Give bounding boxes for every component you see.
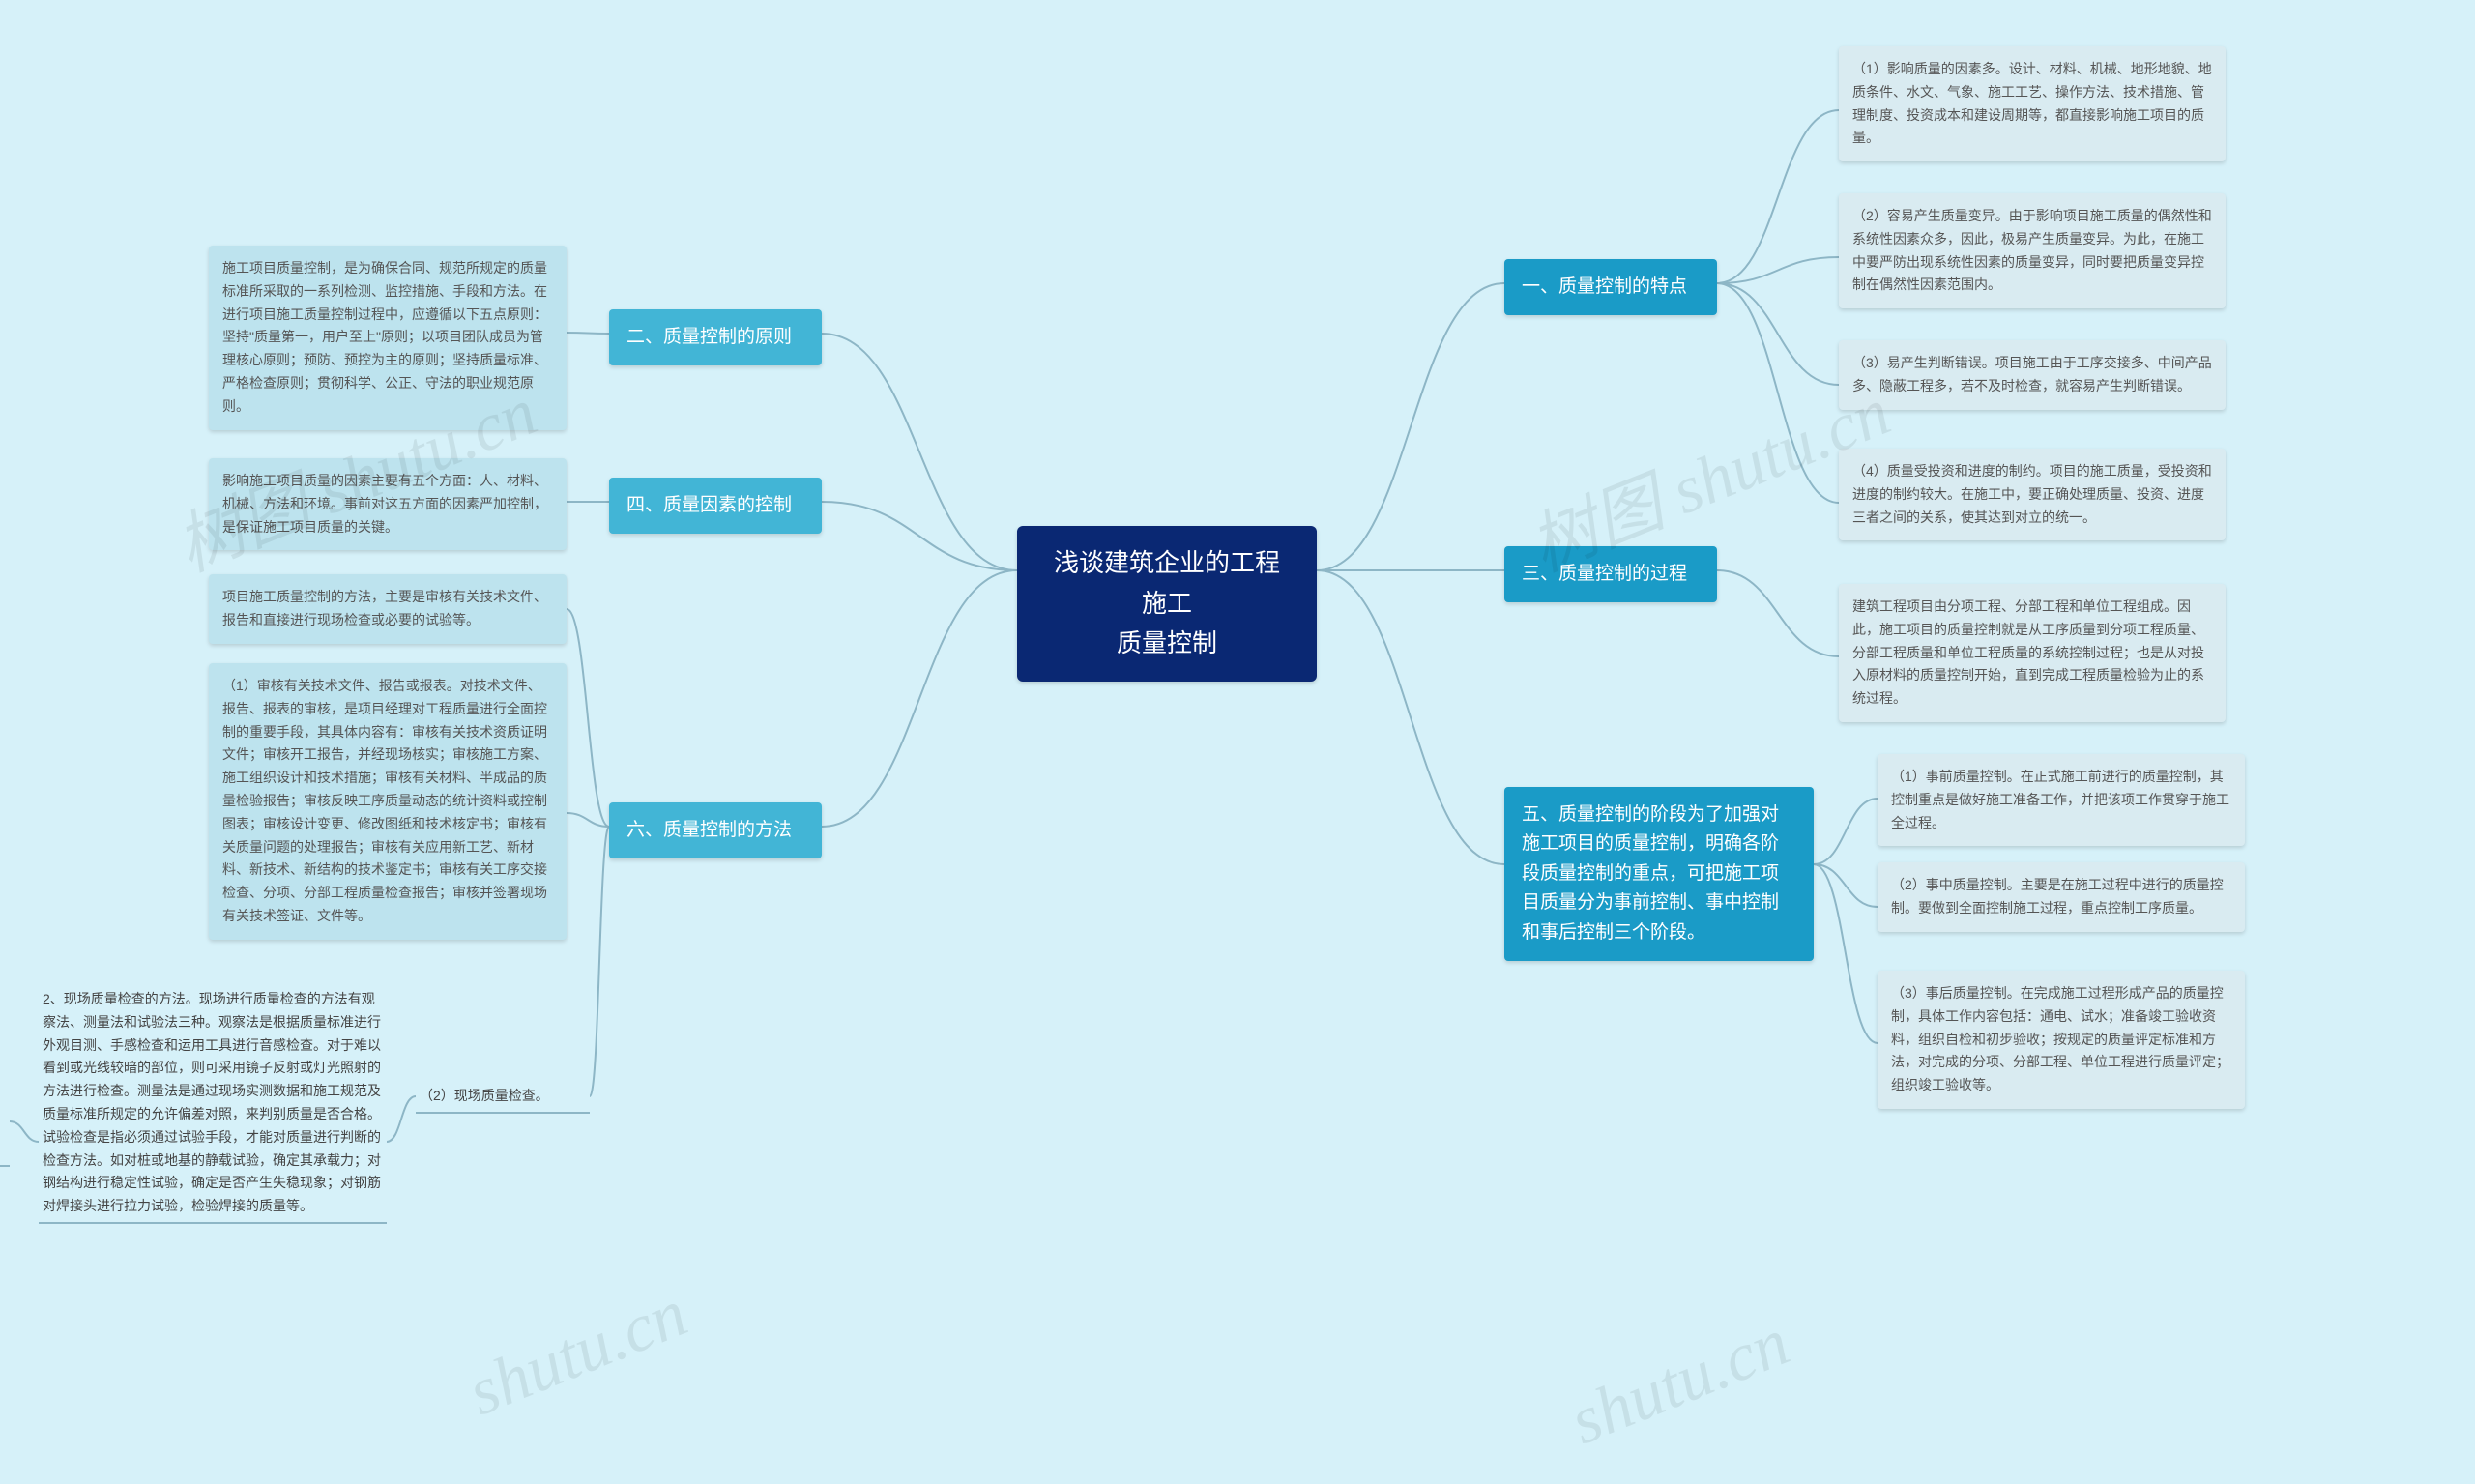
leaf-b5l2: （2）事中质量控制。主要是在施工过程中进行的质量控制。要做到全面控制施工过程，重… [1878,862,2245,932]
branch-b1: 一、质量控制的特点 [1504,259,1717,315]
leaf-b4l1: 影响施工项目质量的因素主要有五个方面：人、材料、机械、方法和环境。事前对这五方面… [209,458,567,550]
branch-b6: 六、质量控制的方法 [609,802,822,858]
leaf-b5l1: （1）事前质量控制。在正式施工前进行的质量控制，其控制重点是做好施工准备工作，并… [1878,754,2245,846]
branch-b2: 二、质量控制的原则 [609,309,822,365]
leaf-b1l3: （3）易产生判断错误。项目施工由于工序交接多、中间产品多、隐蔽工程多，若不及时检… [1839,340,2226,410]
leaf-b2l1: 施工项目质量控制，是为确保合同、规范所规定的质量标准所采取的一系列检测、监控措施… [209,246,567,430]
leaf-b3l1: 建筑工程项目由分项工程、分部工程和单位工程组成。因此，施工项目的质量控制就是从工… [1839,584,2226,722]
watermark: shutu.cn [458,1275,698,1432]
leaf-b6l3a1: 良好的施工过程质量控制和管理是取得质量令人满意的建筑施工项目成果、项目产品和服务… [0,1063,10,1167]
watermark: shutu.cn [1560,1304,1800,1461]
leaf-b6l2: （1）审核有关技术文件、报告或报表。对技术文件、报告、报表的审核，是项目经理对工… [209,663,567,940]
leaf-b1l2: （2）容易产生质量变异。由于影响项目施工质量的偶然性和系统性因素众多，因此，极易… [1839,193,2226,308]
leaf-b5l3: （3）事后质量控制。在完成施工过程形成产品的质量控制，具体工作内容包括：通电、试… [1878,971,2245,1109]
leaf-b6l3a: 2、现场质量检查的方法。现场进行质量检查的方法有观察法、测量法和试验法三种。观察… [39,982,387,1224]
leaf-b1l1: （1）影响质量的因素多。设计、材料、机械、地形地貌、地质条件、水文、气象、施工工… [1839,46,2226,161]
branch-b4: 四、质量因素的控制 [609,478,822,534]
branch-b3: 三、质量控制的过程 [1504,546,1717,602]
branch-b5: 五、质量控制的阶段为了加强对施工项目的质量控制，明确各阶段质量控制的重点，可把施… [1504,787,1814,961]
leaf-b6l1: 项目施工质量控制的方法，主要是审核有关技术文件、报告和直接进行现场检查或必要的试… [209,574,567,644]
center-topic: 浅谈建筑企业的工程施工质量控制 [1017,526,1317,682]
leaf-b6l3: （2）现场质量检查。 [416,1079,590,1114]
leaf-b1l4: （4）质量受投资和进度的制约。项目的施工质量，受投资和进度的制约较大。在施工中，… [1839,449,2226,540]
